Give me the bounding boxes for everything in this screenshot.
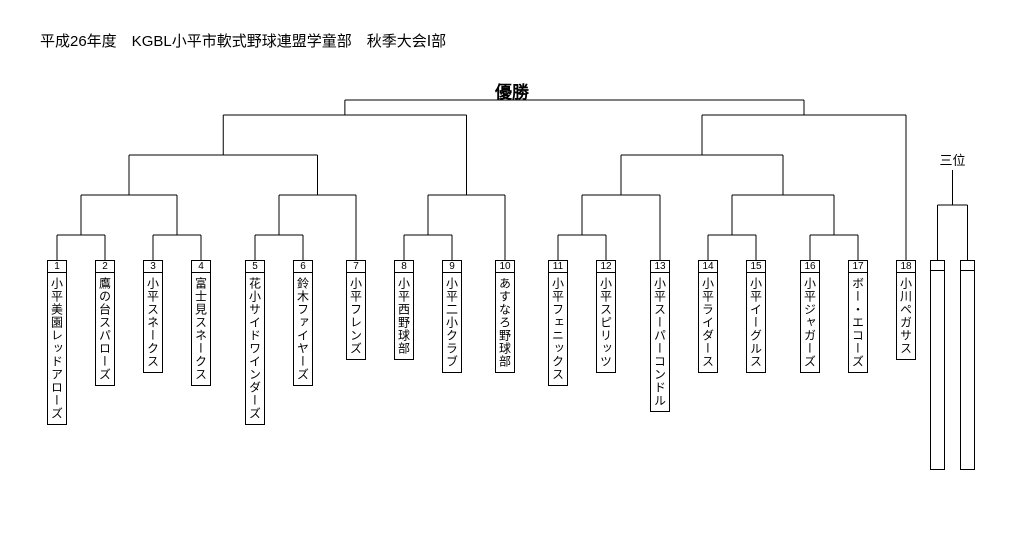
team-name: ボー・エコーズ bbox=[850, 273, 867, 372]
team-box: 18小川ペガサス bbox=[896, 260, 916, 360]
team-number: 12 bbox=[597, 261, 615, 273]
team-name: 小川ペガサス bbox=[898, 273, 915, 359]
team-name: 小平スネークス bbox=[145, 273, 162, 372]
team-name: 小平スピリッツ bbox=[598, 273, 615, 372]
team-number: 3 bbox=[144, 261, 162, 273]
team-number: 14 bbox=[699, 261, 717, 273]
team-box: 10あすなろ野球部 bbox=[495, 260, 515, 373]
team-name: 小平スーパーコンドル bbox=[652, 273, 669, 411]
team-name: 小平美園レッドアローズ bbox=[49, 273, 66, 424]
team-box: 12小平スピリッツ bbox=[596, 260, 616, 373]
team-box: 7小平フレンズ bbox=[346, 260, 366, 360]
team-name: 富士見スネークス bbox=[193, 273, 210, 385]
team-number: 7 bbox=[347, 261, 365, 273]
team-number: 17 bbox=[849, 261, 867, 273]
team-box: 16小平ジャガーズ bbox=[800, 260, 820, 373]
third-place-slot bbox=[960, 260, 975, 470]
team-number: 18 bbox=[897, 261, 915, 273]
team-box: 3小平スネークス bbox=[143, 260, 163, 373]
team-name: 小平フレンズ bbox=[348, 273, 365, 359]
team-box: 17ボー・エコーズ bbox=[848, 260, 868, 373]
team-box: 9小平二小クラブ bbox=[442, 260, 462, 373]
team-number: 13 bbox=[651, 261, 669, 273]
team-box: 13小平スーパーコンドル bbox=[650, 260, 670, 412]
team-number: 16 bbox=[801, 261, 819, 273]
team-name: 鈴木ファイヤーズ bbox=[295, 273, 312, 385]
team-name: あすなろ野球部 bbox=[497, 273, 514, 372]
team-name: 小平二小クラブ bbox=[444, 273, 461, 372]
team-name: 花小サイドワインダーズ bbox=[247, 273, 264, 424]
team-box: 11小平フェニックス bbox=[548, 260, 568, 386]
team-box: 14小平ライダース bbox=[698, 260, 718, 373]
team-number: 11 bbox=[549, 261, 567, 273]
team-box: 8小平西野球部 bbox=[394, 260, 414, 360]
team-box: 1小平美園レッドアローズ bbox=[47, 260, 67, 425]
team-number: 4 bbox=[192, 261, 210, 273]
team-number: 9 bbox=[443, 261, 461, 273]
team-name: 小平イーグルス bbox=[748, 273, 765, 372]
team-name: 小平ジャガーズ bbox=[802, 273, 819, 372]
team-box: 15小平イーグルス bbox=[746, 260, 766, 373]
team-name: 鷹の台スパローズ bbox=[97, 273, 114, 385]
team-box: 4富士見スネークス bbox=[191, 260, 211, 386]
team-name: 小平フェニックス bbox=[550, 273, 567, 385]
team-number: 1 bbox=[48, 261, 66, 273]
team-name: 小平ライダース bbox=[700, 273, 717, 372]
team-name: 小平西野球部 bbox=[396, 273, 413, 359]
team-number: 5 bbox=[246, 261, 264, 273]
third-place-slot bbox=[930, 260, 945, 470]
team-number: 15 bbox=[747, 261, 765, 273]
team-number: 8 bbox=[395, 261, 413, 273]
team-box: 6鈴木ファイヤーズ bbox=[293, 260, 313, 386]
team-number: 2 bbox=[96, 261, 114, 273]
team-number: 6 bbox=[294, 261, 312, 273]
team-box: 2鷹の台スパローズ bbox=[95, 260, 115, 386]
team-box: 5花小サイドワインダーズ bbox=[245, 260, 265, 425]
team-number: 10 bbox=[496, 261, 514, 273]
